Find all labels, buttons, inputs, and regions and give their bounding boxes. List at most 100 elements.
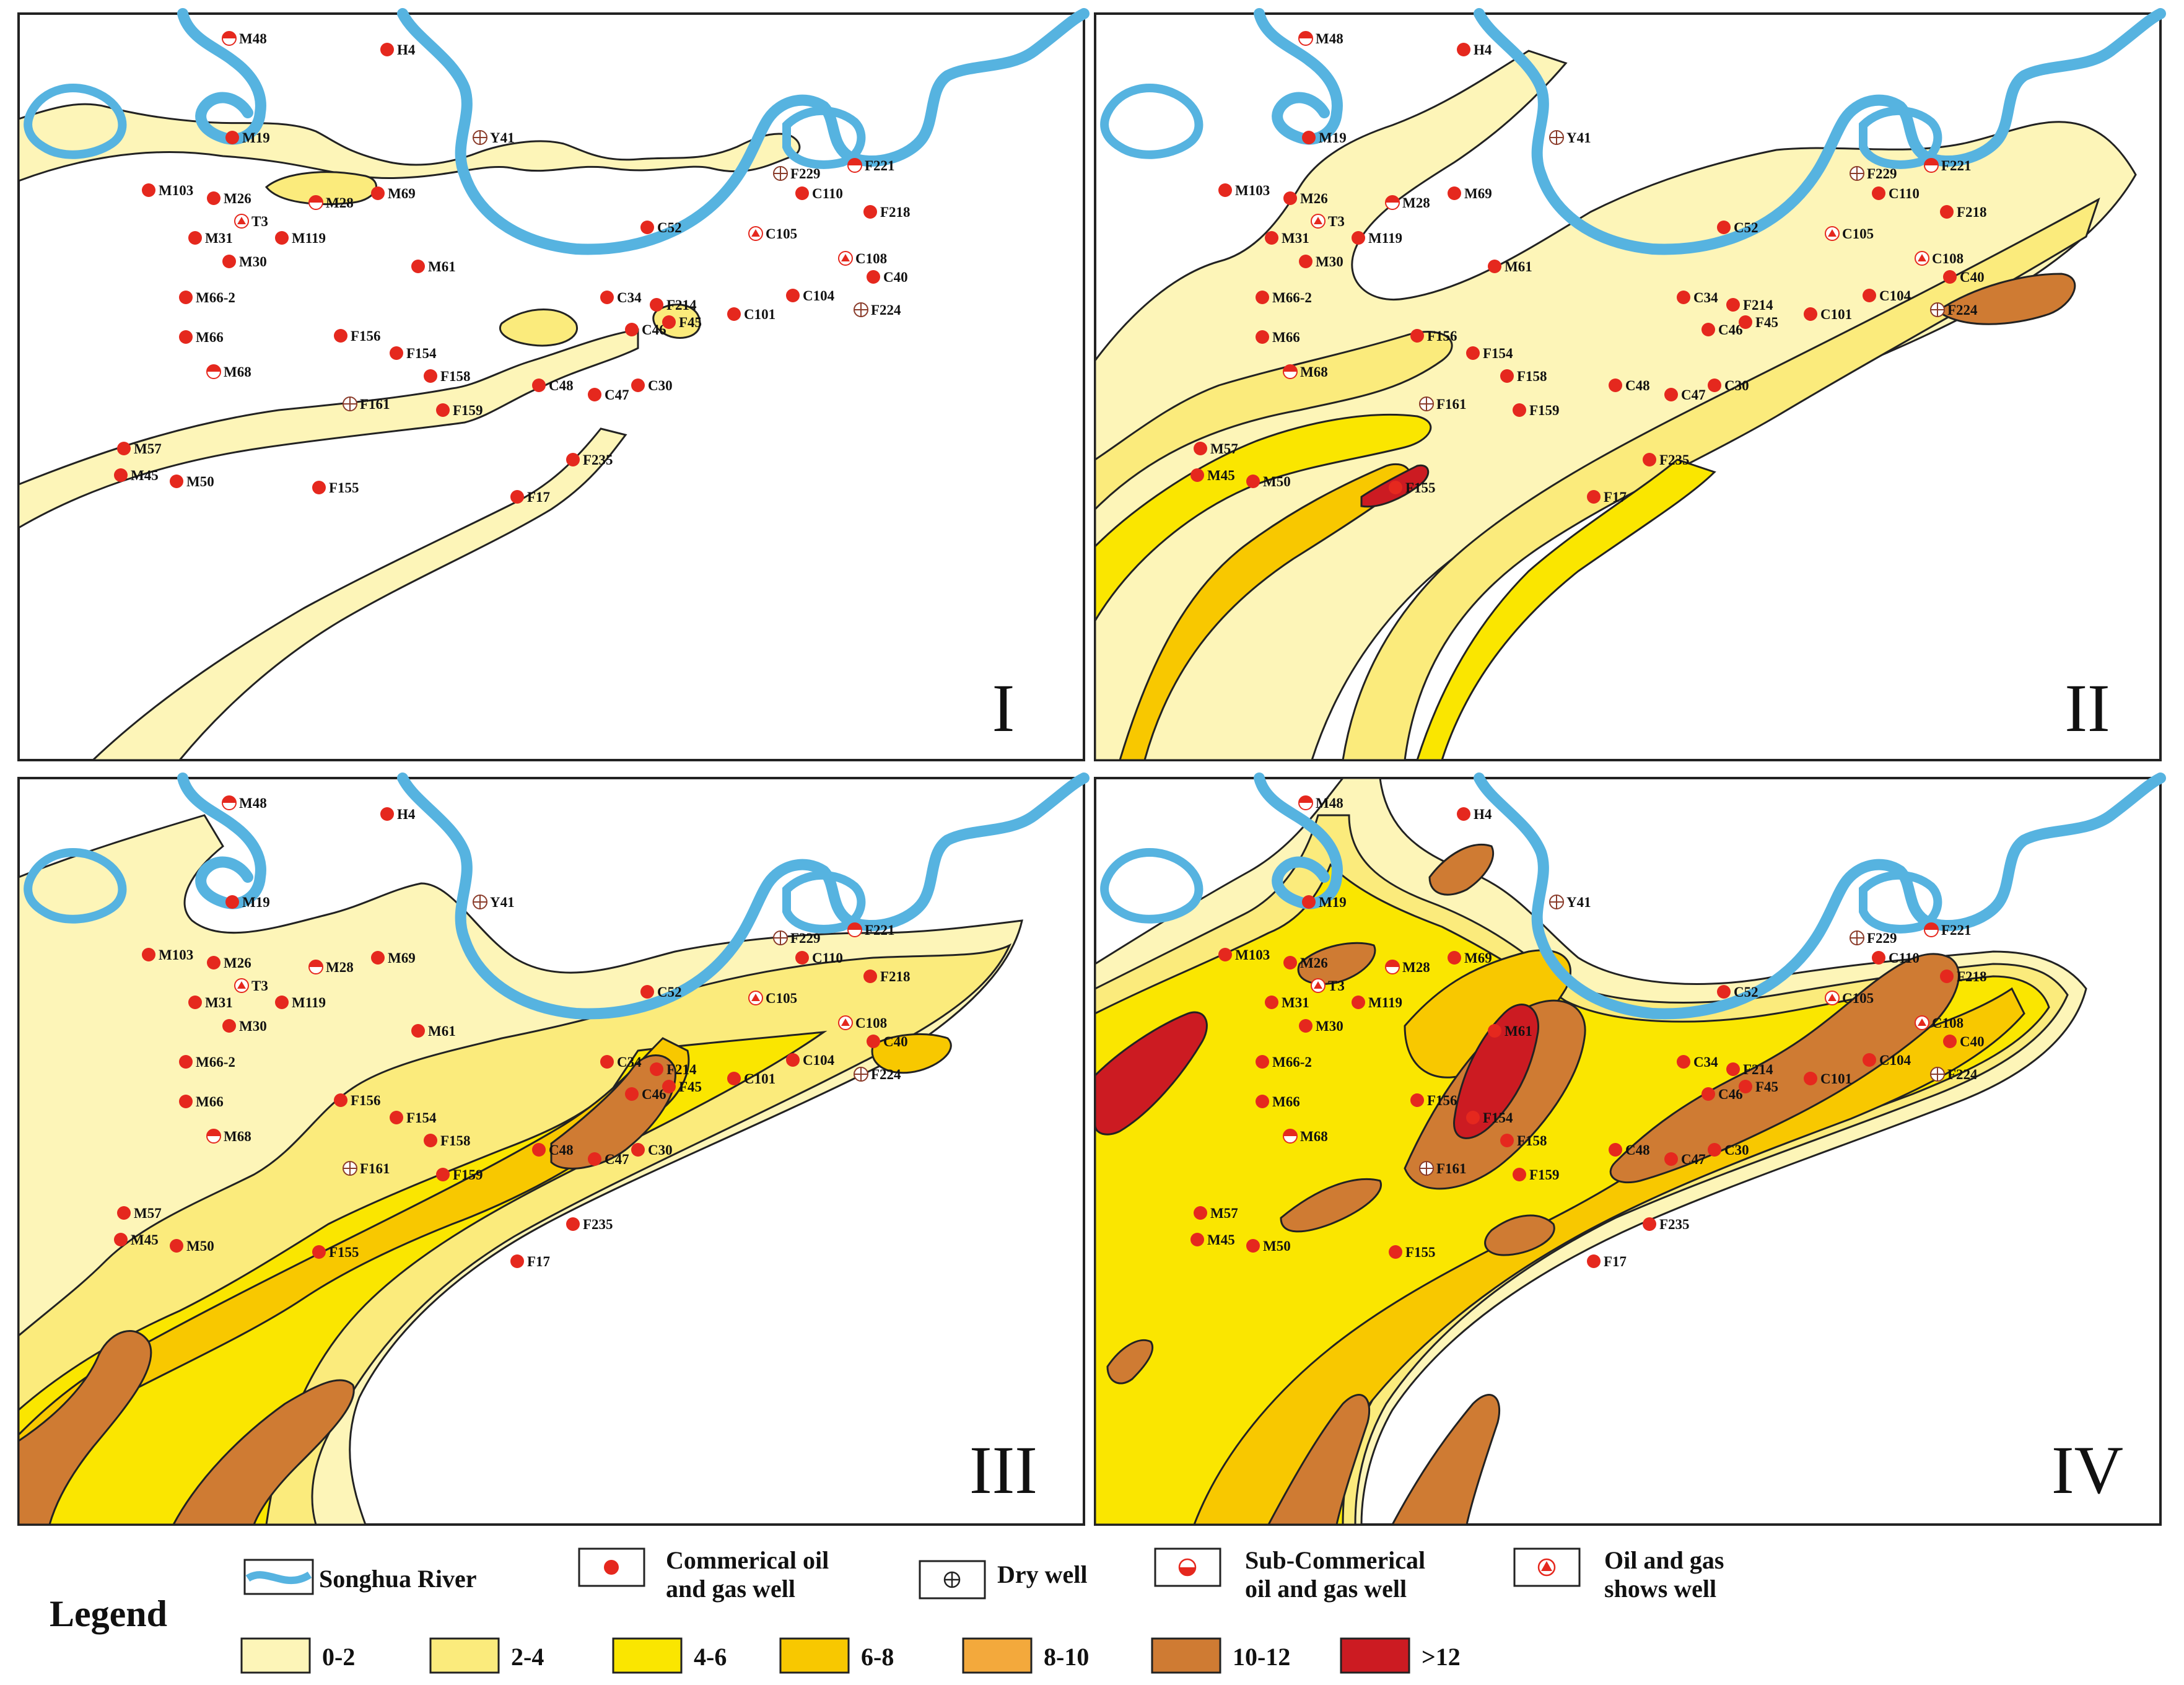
well-label: C40: [883, 269, 908, 285]
well-label: F154: [1483, 346, 1513, 361]
well-marker: C30: [631, 378, 673, 393]
well-label: M57: [1210, 441, 1238, 457]
commercial-well-icon: [142, 948, 155, 961]
sub-commercial-well-icon: [847, 922, 862, 937]
well-label: M66: [196, 330, 224, 345]
commercial-well-icon: [114, 468, 128, 482]
legend-dry-label: Dry well: [997, 1560, 1088, 1588]
well-marker: F224: [854, 302, 901, 318]
commercial-well-icon: [1218, 948, 1232, 961]
dry-well-icon: [473, 895, 487, 909]
commercial-well-icon: [510, 490, 524, 504]
well-marker: M45: [1190, 468, 1235, 483]
well-marker: C34: [600, 1054, 642, 1070]
well-label: C40: [1960, 269, 1985, 285]
well-label: C40: [883, 1034, 908, 1049]
commercial-well-icon: [1299, 255, 1313, 268]
well-label: C34: [617, 290, 642, 305]
commercial-well-icon: [1872, 951, 1885, 965]
commercial-well-icon: [225, 131, 239, 144]
legend-class-swatch: [1151, 1637, 1221, 1674]
well-label: F218: [880, 969, 911, 984]
well-label: Y41: [490, 130, 515, 146]
well-label: M69: [1464, 950, 1492, 966]
commercial-well-icon: [142, 183, 155, 197]
zone-6-8: [1192, 987, 2025, 1526]
well-label: H4: [397, 42, 416, 58]
well-marker: F156: [334, 328, 381, 344]
commercial-well-icon: [588, 388, 601, 401]
well-marker: C47: [588, 1152, 629, 1167]
panel-II: [1094, 14, 2160, 761]
zone-gt-12: [1094, 1011, 1208, 1136]
well-marker: F155: [1389, 1245, 1436, 1260]
well-marker: C108: [1915, 1015, 1963, 1031]
well-marker: F221: [847, 922, 895, 938]
well-label: M30: [239, 254, 267, 269]
thickness-contours: [1094, 777, 2087, 1526]
zone-10-12: [1609, 953, 1960, 1184]
well-label: C104: [803, 288, 835, 304]
well-label: F235: [583, 452, 613, 468]
commercial-well-icon: [225, 895, 239, 909]
commercial-well-icon: [1488, 260, 1501, 273]
sub-commercial-well-icon: [1283, 364, 1298, 379]
commercial-well-icon: [411, 260, 425, 273]
well-label: F159: [453, 1167, 483, 1183]
well-label: F156: [1427, 328, 1457, 344]
commercial-well-icon: [1448, 951, 1461, 965]
well-label: C108: [855, 1015, 887, 1031]
well-marker: C104: [786, 1053, 835, 1068]
shows-well-icon: [1825, 991, 1840, 1005]
well-label: F161: [1436, 1161, 1467, 1176]
well-label: C47: [605, 1152, 629, 1167]
legend-class-label: 4-6: [694, 1643, 727, 1671]
well-marker: M48: [1298, 31, 1343, 46]
commercial-well-icon: [1513, 1168, 1526, 1181]
commercial-well-icon: [207, 191, 221, 205]
legend-class-swatch: [429, 1637, 500, 1674]
well-label: C30: [1724, 378, 1749, 393]
commercial-well-icon: [1726, 298, 1740, 312]
well-marker: M26: [207, 955, 251, 971]
well-label: F156: [1427, 1093, 1457, 1108]
legend-shows-line1: Oil and gas: [1604, 1546, 1724, 1574]
legend: Legend Songhua River Commerical oil and …: [50, 1546, 1724, 1674]
well-marker: F158: [424, 1133, 471, 1149]
well-marker: F235: [1643, 452, 1690, 468]
legend-shows-line2: shows well: [1604, 1575, 1716, 1603]
well-label: C34: [617, 1054, 642, 1070]
legend-sub-line2: oil and gas well: [1245, 1575, 1407, 1603]
well-marker: M69: [1448, 950, 1492, 966]
well-label: F224: [871, 1067, 901, 1082]
well-label: C47: [605, 387, 629, 403]
well-label: M103: [159, 183, 193, 198]
commercial-well-icon: [1190, 1233, 1204, 1246]
well-label: M61: [1505, 1023, 1532, 1039]
well-marker: M50: [170, 474, 214, 489]
commercial-well-icon: [625, 1087, 639, 1101]
well-label: C108: [1932, 1015, 1963, 1031]
sub-commercial-well-icon: [1385, 960, 1400, 974]
commercial-well-icon: [424, 369, 437, 383]
panel-label-IV: IV: [2051, 1432, 2123, 1508]
legend-class-swatch: [240, 1637, 311, 1674]
well-label: C30: [1724, 1142, 1749, 1158]
well-marker: C40: [867, 269, 908, 285]
well-marker: F218: [1940, 969, 1987, 984]
commercial-well-icon: [786, 1053, 800, 1067]
commercial-well-icon: [1863, 1053, 1876, 1067]
commercial-well-icon: [1389, 481, 1402, 494]
shows-well-icon: [838, 1015, 853, 1030]
well-label: F155: [329, 1245, 359, 1260]
commercial-well-icon: [600, 291, 614, 304]
well-label: F221: [1941, 158, 1972, 173]
well-marker: M30: [222, 1018, 267, 1034]
well-label: C105: [1842, 991, 1874, 1006]
well-label: M57: [134, 441, 162, 457]
well-marker: F159: [1513, 1167, 1560, 1183]
well-label: C101: [744, 1071, 775, 1087]
zone-2-4: [1342, 197, 2100, 761]
commercial-well-icon: [371, 951, 385, 965]
well-marker: F221: [847, 158, 895, 173]
